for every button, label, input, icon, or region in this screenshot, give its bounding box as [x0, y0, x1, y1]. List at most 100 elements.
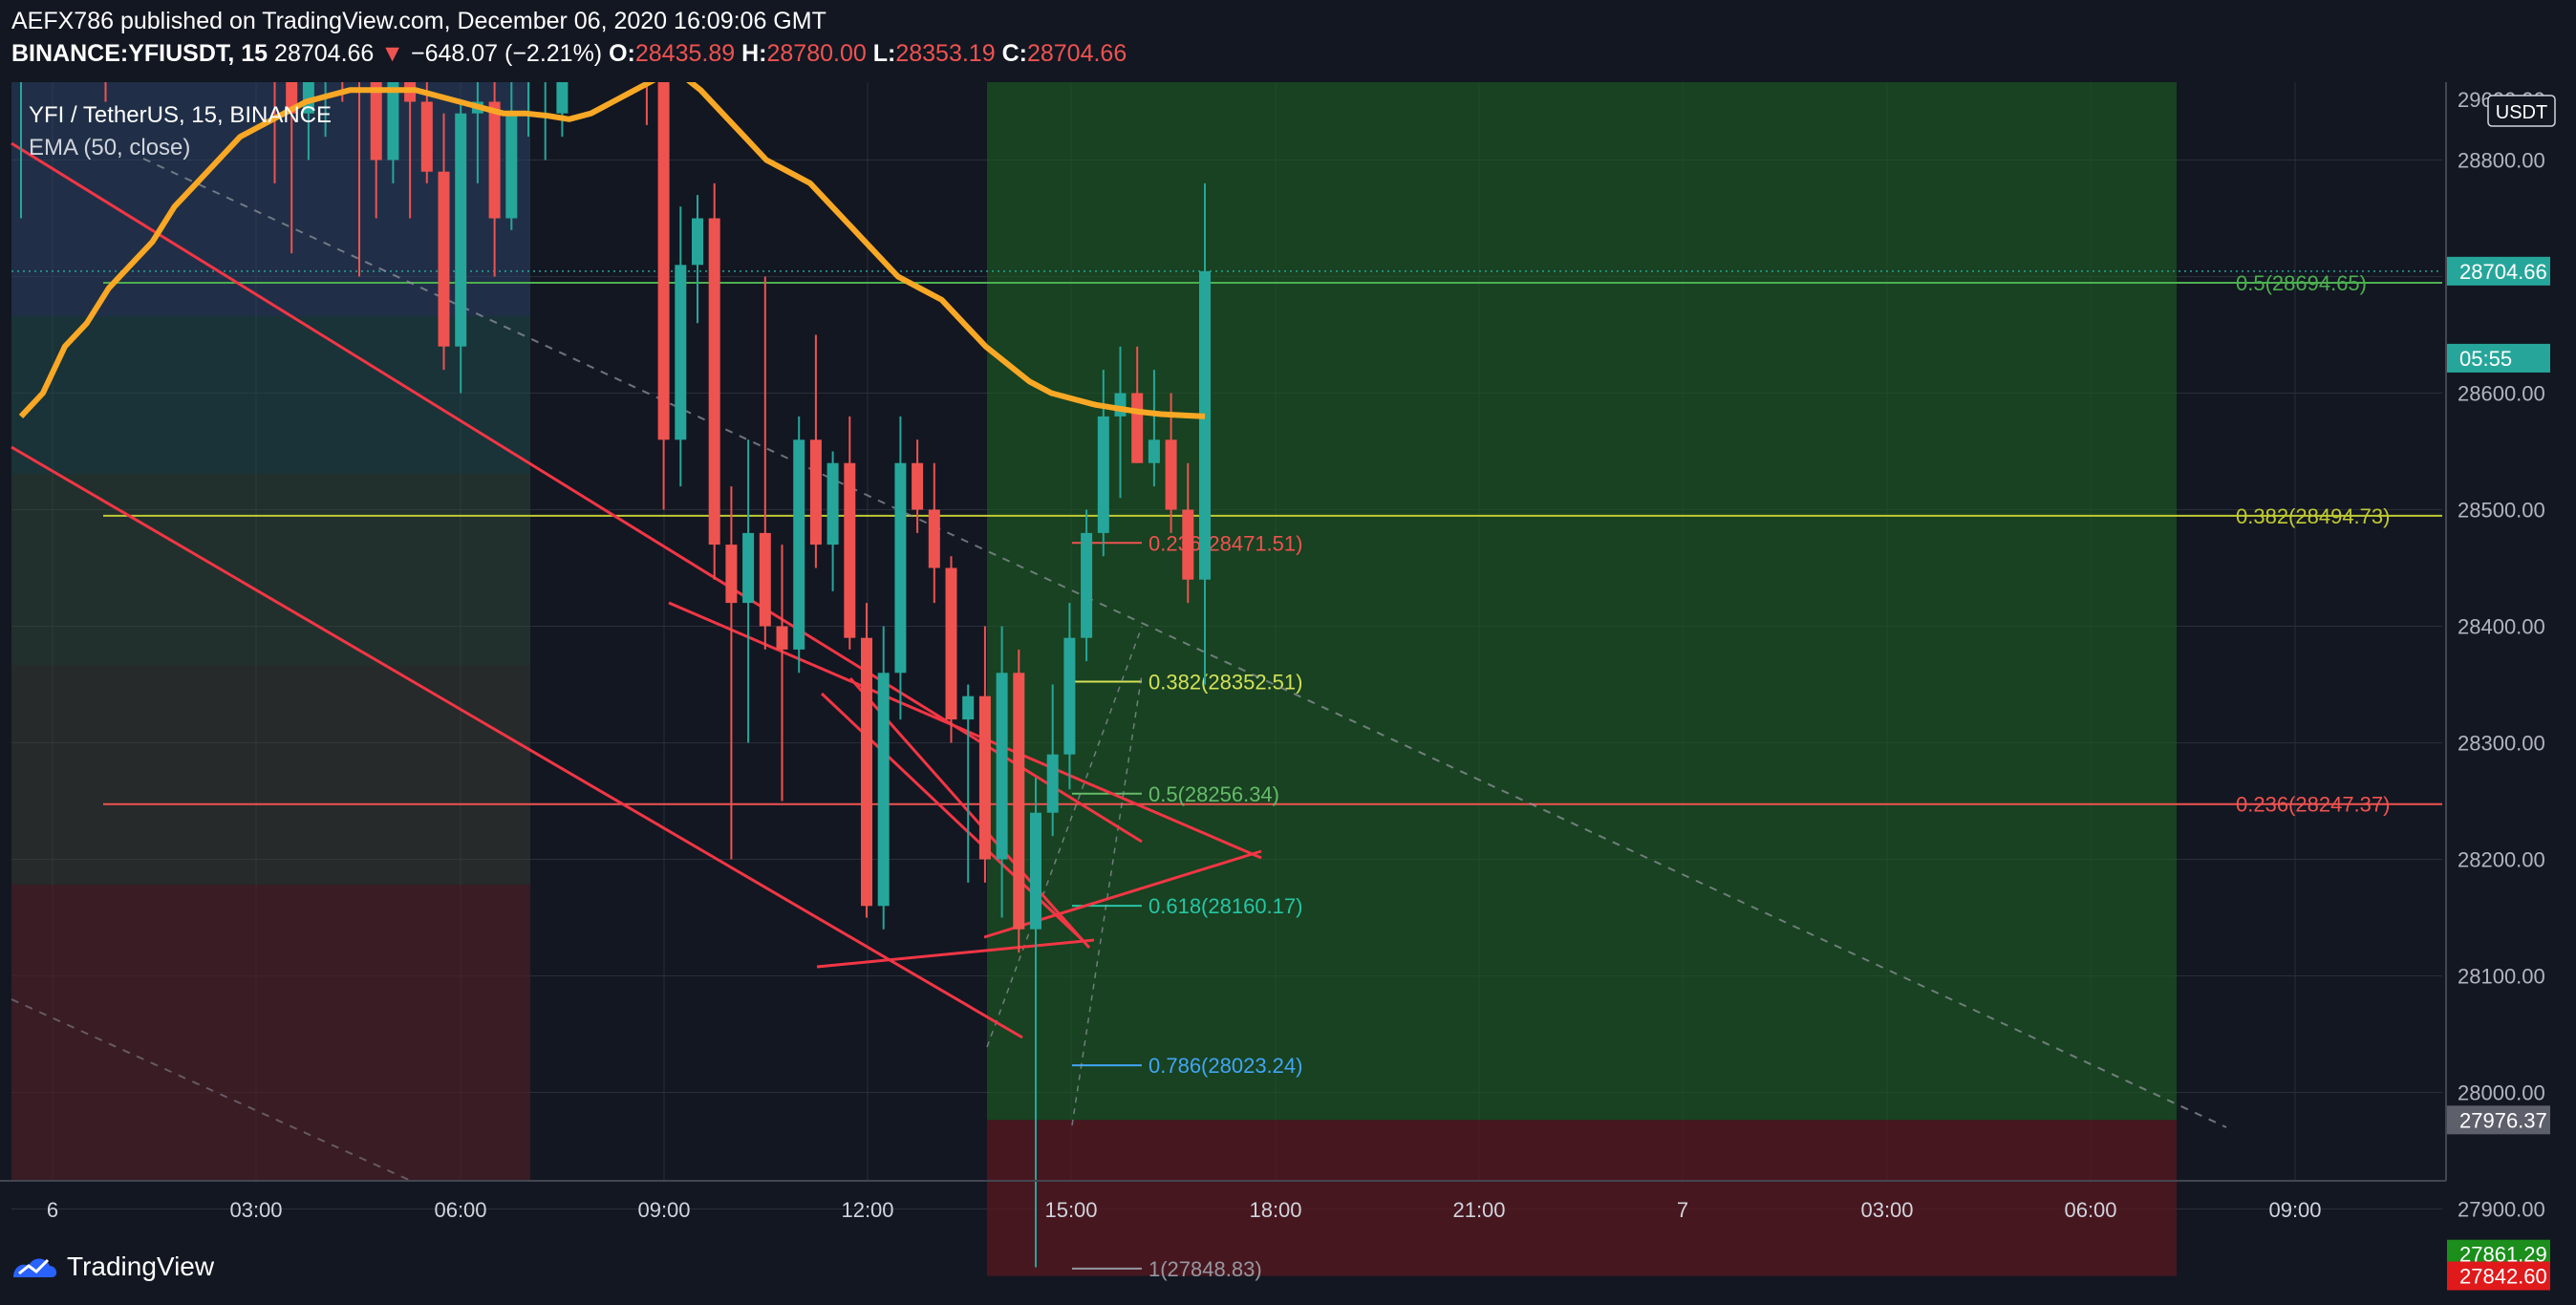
time-tick: 09:00	[637, 1198, 690, 1222]
tradingview-icon	[13, 1258, 57, 1277]
price-marker-label: 27842.60	[2459, 1265, 2547, 1289]
candle-body	[1182, 509, 1194, 580]
red-zone	[11, 885, 530, 1181]
red-trendline[interactable]	[848, 677, 1091, 949]
currency-label: USDT	[2496, 102, 2547, 123]
price-marker	[2447, 1105, 2550, 1135]
candle-body	[556, 82, 569, 114]
time-axis[interactable]: 6 03:00 06:00 09:00 12:00 15:00 18:00 21:00 7 03:…	[0, 1180, 2446, 1222]
price-axis[interactable]: 29500.0029400.0029300.0029200.0029100.00…	[2445, 82, 2576, 1291]
time-tick: 15:00	[1044, 1198, 1097, 1222]
price-tick: 28200.00	[2458, 848, 2545, 872]
low-label: L:	[872, 40, 896, 67]
candle-body	[708, 218, 720, 546]
candle-body	[1199, 270, 1211, 580]
price-marker	[2447, 343, 2550, 373]
close-label: C:	[1001, 40, 1027, 67]
candle-body	[861, 637, 872, 907]
time-tick: 12:00	[841, 1198, 893, 1222]
candle-body	[455, 113, 467, 347]
price-tick: 28000.00	[2458, 1081, 2545, 1105]
price-tick: 28500.00	[2458, 499, 2545, 523]
candle-body	[894, 462, 907, 674]
red-trendline[interactable]	[11, 445, 1023, 1039]
candle-body	[742, 532, 755, 604]
dashed-trendline[interactable]	[11, 998, 412, 1182]
fib-small-label: 0.236(28471.51)	[1148, 531, 1302, 555]
price-marker-label: 27976.37	[2459, 1108, 2547, 1132]
fib-small-label: 0.5(28256.34)	[1148, 782, 1279, 806]
red-trendline[interactable]	[668, 601, 1262, 860]
publish-text: published on TradingView.com, December 0…	[119, 8, 826, 34]
currency-button[interactable]	[2487, 95, 2556, 127]
candle-body	[844, 462, 856, 638]
candle-body	[912, 462, 924, 510]
dashed-trendline[interactable]	[1071, 674, 1143, 1126]
low-value: 28353.19	[895, 40, 996, 67]
price-tick: 28600.00	[2458, 382, 2545, 406]
candle-body	[996, 673, 1008, 860]
candle-body	[809, 439, 822, 546]
teal-zone	[11, 316, 530, 474]
candle-body	[1131, 393, 1144, 463]
time-tick: 7	[1677, 1198, 1688, 1222]
publish-info: AEFX786 published on TradingView.com, De…	[11, 8, 826, 35]
candle-body	[1148, 439, 1160, 463]
candle-body	[725, 545, 738, 604]
open-value: 28435.89	[634, 40, 736, 67]
candle-body	[1165, 439, 1177, 510]
fibonacci-levels[interactable]: 1(29541.76)0.786(29179.19)0.618(28894.56…	[11, 82, 2442, 1281]
candle-body	[675, 265, 687, 440]
candle-body	[370, 82, 382, 160]
price-change: −648.07 (−2.21%)	[410, 40, 603, 67]
candle-body	[978, 695, 991, 860]
red-trendline[interactable]	[816, 938, 1095, 969]
price-marker-label: 28704.66	[2459, 260, 2547, 284]
fib-small-label: 0.382(28352.51)	[1148, 670, 1302, 694]
candle-body	[488, 101, 501, 219]
olive-zone	[11, 665, 530, 885]
candle-body	[438, 171, 450, 347]
tradingview-logo[interactable]: TradingView	[11, 1252, 214, 1282]
price-tick: 28800.00	[2458, 149, 2545, 173]
legend-ema: EMA (50, close)	[29, 135, 190, 160]
candle-body	[657, 82, 670, 440]
time-tick: 09:00	[2268, 1198, 2321, 1222]
high-label: H:	[741, 40, 767, 67]
time-tick: 06:00	[2064, 1198, 2116, 1222]
price-tick: 28100.00	[2458, 965, 2545, 989]
candle-body	[877, 673, 890, 907]
time-tick: 06:00	[434, 1198, 486, 1222]
fib-small-label: 0.786(28023.24)	[1148, 1054, 1302, 1078]
time-tick: 03:00	[1860, 1198, 1913, 1222]
price-chart[interactable]: 1(29541.76)0.786(29179.19)0.618(28894.56…	[0, 82, 2576, 1305]
green-gray-zone	[11, 474, 530, 665]
fib-small-label: 1(27848.83)	[1148, 1257, 1262, 1281]
candle-body	[505, 113, 518, 219]
price-tick: 28400.00	[2458, 615, 2545, 639]
candle-body	[1046, 754, 1059, 813]
candle-body	[928, 509, 940, 568]
publisher-name[interactable]: AEFX786	[11, 8, 115, 34]
dashed-trendline[interactable]	[142, 158, 2227, 1128]
tradingview-brand: TradingView	[67, 1252, 215, 1281]
ema-path	[18, 82, 1206, 419]
candle-body	[692, 218, 703, 266]
position-stop-zone	[987, 1120, 2177, 1276]
time-tick: 6	[47, 1198, 58, 1222]
open-label: O:	[609, 40, 635, 67]
candle-body	[1081, 532, 1093, 638]
down-arrow-icon: ▼	[380, 40, 405, 67]
chart-legend: YFI / TetherUS, 15, BINANCE EMA (50, clo…	[29, 102, 332, 160]
time-tick: 18:00	[1249, 1198, 1301, 1222]
trend-lines[interactable]	[11, 141, 2227, 1182]
candle-body	[1114, 393, 1127, 417]
close-value: 28704.66	[1026, 40, 1127, 67]
candle-body	[793, 439, 805, 650]
price-tick: 28300.00	[2458, 732, 2545, 756]
price-marker-label: 05:55	[2459, 347, 2512, 371]
symbol-name: BINANCE:YFIUSDT, 15	[11, 40, 268, 67]
candle-body	[759, 532, 771, 627]
drawing-zones	[11, 82, 2177, 1276]
candle-body	[1030, 812, 1041, 930]
